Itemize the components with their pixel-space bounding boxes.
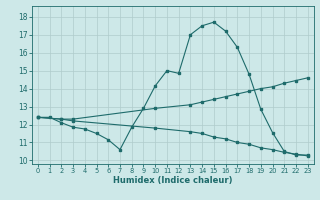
X-axis label: Humidex (Indice chaleur): Humidex (Indice chaleur) [113,176,233,185]
